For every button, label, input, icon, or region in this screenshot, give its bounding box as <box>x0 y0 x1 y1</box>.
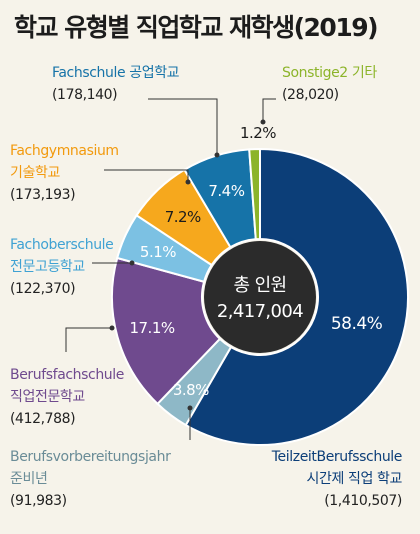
leader-dot-fs <box>214 152 220 158</box>
legend-label-teilzeit: TeilzeitBerufsschule 시간제 직업 학교 (1,410,50… <box>271 446 403 512</box>
label-de: Berufsvorbereitungsjahr <box>10 449 171 465</box>
center-value: 2,417,004 <box>217 301 303 322</box>
page-title: 학교 유형별 직업학교 재학생(2019) <box>14 13 379 42</box>
label-value: (122,370) <box>10 281 76 297</box>
leader-dot-fos <box>129 260 135 266</box>
leader-line-fg <box>104 169 189 182</box>
leader-dot-bfs <box>109 325 115 331</box>
label-de: Fachgymnasium <box>10 143 119 159</box>
label-ko: 직업전문학교 <box>10 389 85 405</box>
label-de: TeilzeitBerufsschule <box>271 449 403 465</box>
label-value: (173,193) <box>10 187 76 203</box>
slice-sonst <box>248 147 261 241</box>
legend-label-fs: Fachschule 공업학교 (178,140) <box>52 62 180 106</box>
leader-dot-sonst <box>260 119 266 125</box>
label-de: Fachoberschule <box>10 237 114 253</box>
label-value: (28,020) <box>282 87 339 103</box>
center-label: 총 인원 <box>233 275 286 296</box>
label-value: (412,788) <box>10 411 76 427</box>
leader-dot-fg <box>185 179 191 185</box>
slice-bfs <box>111 256 222 406</box>
leader-line-sonst <box>262 98 276 122</box>
legend-label-sonst: Sonstige2 기타 (28,020) <box>282 62 377 106</box>
label-de-ko: Sonstige2 기타 <box>282 62 377 84</box>
center-circle <box>204 241 316 353</box>
pct-label-bfs: 17.1% <box>129 319 174 337</box>
legend-label-fg: Fachgymnasium 기술학교 (173,193) <box>10 140 119 206</box>
label-de: Berufsfachschule <box>10 367 124 383</box>
label-value: (178,140) <box>52 87 118 103</box>
label-ko: 기술학교 <box>10 165 60 181</box>
legend-label-bfs: Berufsfachschule 직업전문학교 (412,788) <box>10 364 124 430</box>
label-de-ko: Fachschule 공업학교 <box>52 62 180 84</box>
label-value: (1,410,507) <box>324 493 402 509</box>
pct-label-fs: 7.4% <box>208 182 244 200</box>
label-value: (91,983) <box>10 493 67 509</box>
legend-label-bvj: Berufsvorbereitungsjahr 준비년 (91,983) <box>10 446 171 512</box>
pct-label-fg: 7.2% <box>165 208 201 226</box>
label-de: Fachschule <box>52 65 126 81</box>
pct-label-teilzeit: 58.4% <box>331 314 383 334</box>
pct-label-sonst: 1.2% <box>240 124 276 142</box>
leader-line-fs <box>148 98 218 155</box>
leader-line-bfs <box>65 327 112 352</box>
pct-label-fos: 5.1% <box>140 243 176 261</box>
label-ko: 전문고등학교 <box>10 259 85 275</box>
label-ko: 공업학교 <box>129 65 180 81</box>
label-ko: 준비년 <box>10 471 48 487</box>
label-ko: 시간제 직업 학교 <box>306 471 403 487</box>
slice-teilzeit <box>184 147 409 446</box>
label-ko: 기타 <box>351 65 377 81</box>
label-de: Sonstige2 <box>282 65 348 81</box>
leader-dot-bvj <box>187 405 193 411</box>
legend-label-fos: Fachoberschule 전문고등학교 (122,370) <box>10 234 114 300</box>
pct-label-bvj: 3.8% <box>173 381 209 399</box>
